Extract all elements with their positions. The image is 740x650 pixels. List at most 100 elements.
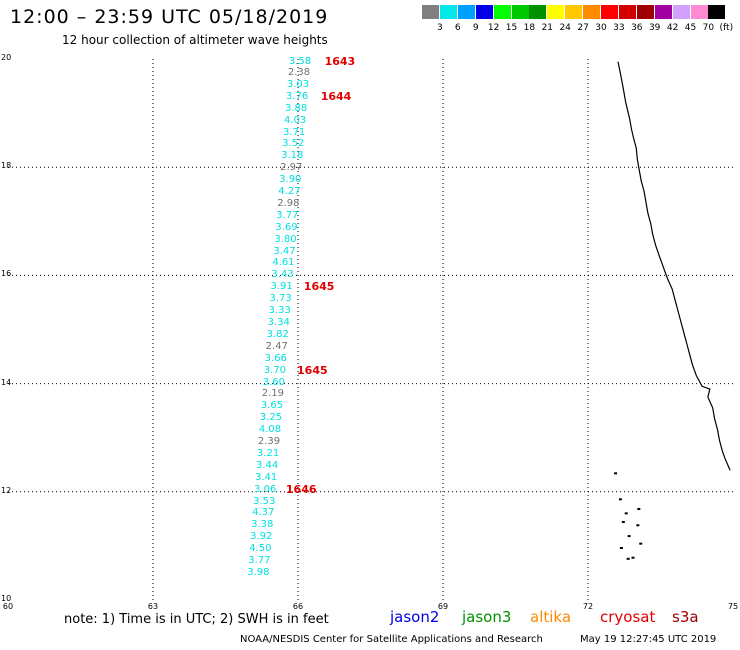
legend-unit: (ft) [719, 23, 734, 33]
legend-label: 42 [666, 23, 679, 33]
lat-tick-label: 10 [1, 594, 12, 603]
swh-value: 3.18 [281, 150, 304, 162]
footer-timestamp: May 19 12:27:45 UTC 2019 [580, 634, 717, 645]
legend-label: 39 [648, 23, 661, 33]
legend-label: 24 [559, 23, 571, 33]
legend-swatch [583, 5, 601, 19]
lat-tick-label: 12 [1, 485, 12, 495]
island [637, 508, 641, 511]
legend-label: 6 [454, 23, 461, 33]
swh-value: 4.37 [252, 507, 275, 519]
legend-swatch [672, 5, 690, 19]
pass-number: 1645 [297, 363, 328, 377]
legend-swatch [457, 5, 475, 19]
swh-value: 3.43 [271, 269, 294, 281]
swh-value: 4.03 [284, 114, 307, 126]
swh-value: 3.73 [269, 293, 292, 305]
swh-value: 3.98 [247, 566, 270, 578]
lat-tick-label: 14 [1, 377, 12, 387]
swh-value: 3.76 [285, 90, 309, 102]
island [631, 556, 635, 559]
island [639, 542, 643, 545]
lon-tick-label: 72 [582, 602, 594, 611]
swh-value: 3.03 [286, 78, 310, 90]
legend-swatch [565, 5, 583, 19]
swh-value: 3.77 [276, 209, 299, 221]
legend-swatch [636, 5, 654, 19]
swh-value: 2.98 [277, 197, 300, 209]
lon-tick-label: 75 [727, 602, 739, 611]
swh-value: 3.90 [279, 174, 302, 186]
lon-tick-label: 69 [437, 602, 449, 611]
legend-label: 9 [472, 23, 479, 33]
legend-label: 21 [541, 23, 554, 33]
lat-tick-label: 16 [1, 269, 12, 279]
swh-value: 2.47 [265, 340, 288, 352]
pass-number: 1643 [324, 55, 356, 69]
pass-number: 1644 [320, 89, 352, 103]
pass-number: 1646 [285, 482, 317, 496]
legend-label: 27 [577, 23, 589, 33]
swh-value: 3.80 [274, 233, 297, 245]
swh-value: 3.60 [262, 376, 285, 388]
legend-swatch [601, 5, 618, 19]
satellite-cryosat: cryosat [600, 608, 656, 626]
swh-value: 3.44 [255, 459, 279, 471]
swh-value: 3.41 [255, 471, 278, 483]
swh-value: 3.06 [254, 483, 277, 495]
swh-value: 3.47 [273, 245, 296, 257]
legend-swatch [708, 5, 726, 19]
legend-swatch [690, 5, 708, 19]
legend-label: 18 [523, 23, 536, 33]
legend-label: 15 [505, 23, 518, 33]
swh-value: 4.08 [258, 424, 282, 436]
satellite-altika: altika [530, 608, 572, 626]
legend-swatch [547, 5, 565, 19]
legend-swatch [439, 5, 457, 19]
island [636, 524, 640, 527]
swh-value: 3.52 [282, 138, 305, 150]
legend-label: 3 [437, 23, 443, 33]
satellite-jason2: jason2 [390, 608, 440, 626]
swh-value: 2.19 [261, 388, 285, 400]
swh-value: 3.77 [248, 555, 271, 567]
legend-swatch [618, 5, 636, 19]
swh-value: 4.61 [272, 257, 295, 269]
legend-label: 70 [702, 23, 715, 33]
lat-tick-label: 20 [1, 53, 12, 62]
legend-label: 12 [487, 23, 500, 33]
swh-value: 4.50 [249, 543, 272, 555]
swh-value: 3.21 [256, 447, 280, 459]
coastline [617, 61, 731, 471]
swh-value: 3.69 [275, 221, 298, 233]
island [627, 535, 631, 538]
lat-tick-label: 18 [1, 161, 12, 171]
island [626, 557, 630, 560]
swh-value: 3.91 [270, 281, 293, 293]
map-note: note: 1) Time is in UTC; 2) SWH is in fe… [64, 612, 329, 627]
island [624, 512, 628, 515]
legend-swatch [475, 5, 493, 19]
legend-label: 33 [613, 23, 625, 33]
legend-label: 45 [684, 23, 697, 33]
swh-value: 3.82 [266, 328, 289, 340]
island [618, 498, 622, 501]
swh-value: 3.58 [288, 56, 312, 68]
legend-swatch [529, 5, 547, 19]
island [619, 546, 623, 549]
map-title: 12:00 – 23:59 UTC 05/18/2019 [10, 6, 329, 28]
swh-value: 3.92 [250, 531, 273, 543]
lon-tick-label: 60 [2, 602, 14, 611]
legend-swatch [493, 5, 511, 19]
footer-credit: NOAA/NESDIS Center for Satellite Applica… [240, 634, 543, 645]
legend-swatch [422, 5, 439, 19]
swh-value: 3.88 [284, 102, 308, 114]
swh-value: 2.97 [280, 162, 303, 174]
island [621, 521, 625, 524]
legend-swatch [511, 5, 529, 19]
satellite-jason3: jason3 [462, 608, 512, 626]
swh-value: 3.34 [267, 317, 290, 328]
swh-value: 3.66 [264, 352, 287, 364]
swh-value: 3.25 [259, 412, 283, 424]
swh-value: 3.70 [263, 364, 286, 376]
